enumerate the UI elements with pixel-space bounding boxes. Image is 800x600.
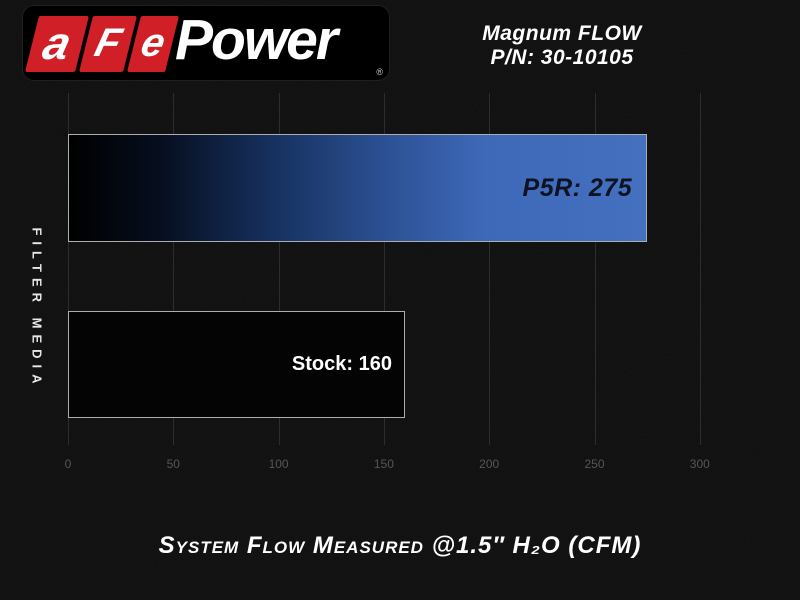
chart-title-line1: Magnum FLOW	[482, 22, 642, 45]
x-axis-caption: System Flow Measured @1.5″ H₂O (CFM)	[158, 532, 642, 559]
bar-label-stock: Stock: 160	[291, 353, 392, 375]
bar-label-p5r: P5R: 275	[522, 173, 633, 202]
x-tick-label: 0	[64, 457, 72, 471]
x-tick-label: 300	[689, 457, 710, 471]
logo-letter: F	[90, 21, 126, 65]
x-tick-label: 150	[373, 457, 394, 471]
bar-stock: Stock: 160	[68, 311, 405, 418]
bar-p5r: P5R: 275	[68, 134, 648, 242]
afe-power-logo: a F e Power ®	[22, 5, 390, 81]
x-tick-label: 250	[584, 457, 605, 471]
x-tick-label: 100	[268, 457, 289, 471]
logo-tile-a: a	[25, 16, 89, 72]
gridline	[68, 93, 69, 445]
x-tick-label: 50	[166, 457, 180, 471]
logo-word-power: Power	[175, 8, 338, 72]
y-axis-label-text: FILTER MEDIA	[29, 226, 45, 390]
registered-trademark-icon: ®	[376, 67, 383, 77]
logo-letter: a	[37, 17, 77, 69]
logo-letter: e	[136, 21, 170, 65]
gridline	[173, 93, 175, 445]
gridline	[489, 93, 491, 445]
chart-title-line2: P/N: 30-10105	[490, 46, 634, 70]
gridline	[383, 93, 385, 445]
gridline	[278, 93, 280, 445]
x-tick-label: 200	[479, 457, 500, 471]
gridline	[699, 93, 701, 445]
logo-red-tiles: a F e	[25, 16, 179, 72]
chart-title: Magnum FLOW P/N: 30-10105	[430, 22, 694, 70]
gridline	[594, 93, 596, 445]
